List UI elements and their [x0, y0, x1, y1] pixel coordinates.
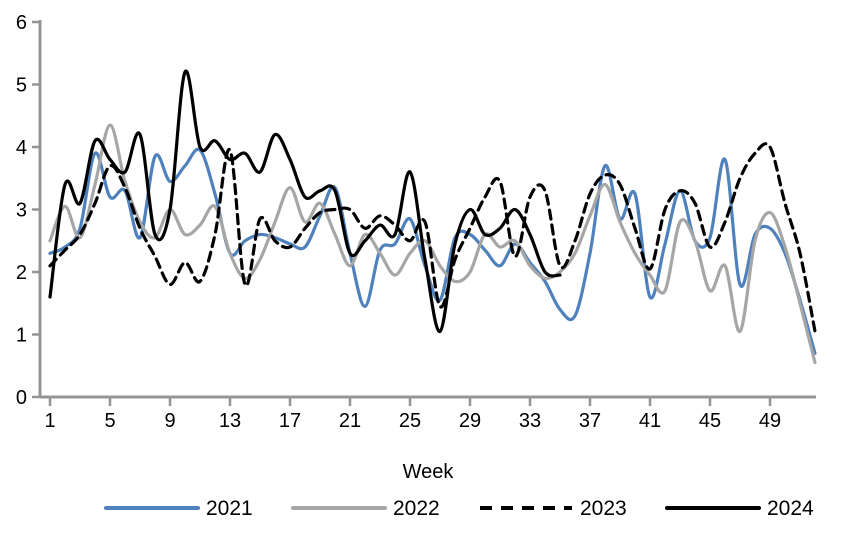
x-tick-label: 21 — [339, 410, 361, 432]
y-tick-label: 0 — [16, 387, 27, 409]
legend-label-2022: 2022 — [393, 497, 440, 520]
x-tick-label: 13 — [219, 410, 241, 432]
y-tick-label: 4 — [16, 137, 27, 159]
x-tick-label: 37 — [579, 410, 601, 432]
legend-label-2024: 2024 — [767, 497, 814, 520]
series-line-2024 — [48, 69, 562, 334]
x-axis-title: Week — [403, 461, 455, 483]
legend-label-2023: 2023 — [580, 497, 627, 520]
y-tick-label: 5 — [16, 75, 27, 97]
x-tick-label: 41 — [639, 410, 661, 432]
legend-item-2022: 2022 — [291, 497, 440, 520]
y-tick-label: 3 — [16, 200, 27, 222]
legend-item-2021: 2021 — [104, 497, 253, 520]
legend: 2021 2022 2023 2024 — [104, 497, 814, 520]
legend-item-2023: 2023 — [480, 497, 627, 520]
series-line-2023 — [48, 142, 817, 333]
x-tick-label: 9 — [164, 410, 175, 432]
x-tick-label: 45 — [699, 410, 721, 432]
series-lines — [48, 69, 817, 365]
y-tick-label: 2 — [16, 262, 27, 284]
x-tick-label: 49 — [759, 410, 781, 432]
legend-item-2024: 2024 — [665, 497, 814, 520]
y-tick-label: 1 — [16, 325, 27, 347]
x-tick-label: 33 — [519, 410, 541, 432]
x-tick-label: 29 — [459, 410, 481, 432]
x-tick-label: 25 — [399, 410, 421, 432]
legend-label-2021: 2021 — [206, 497, 253, 520]
x-tick-label: 5 — [104, 410, 115, 432]
y-tick-label: 6 — [16, 12, 27, 34]
series-line-2022 — [48, 123, 817, 365]
x-tick-label: 1 — [44, 410, 55, 432]
x-tick-label: 17 — [279, 410, 301, 432]
